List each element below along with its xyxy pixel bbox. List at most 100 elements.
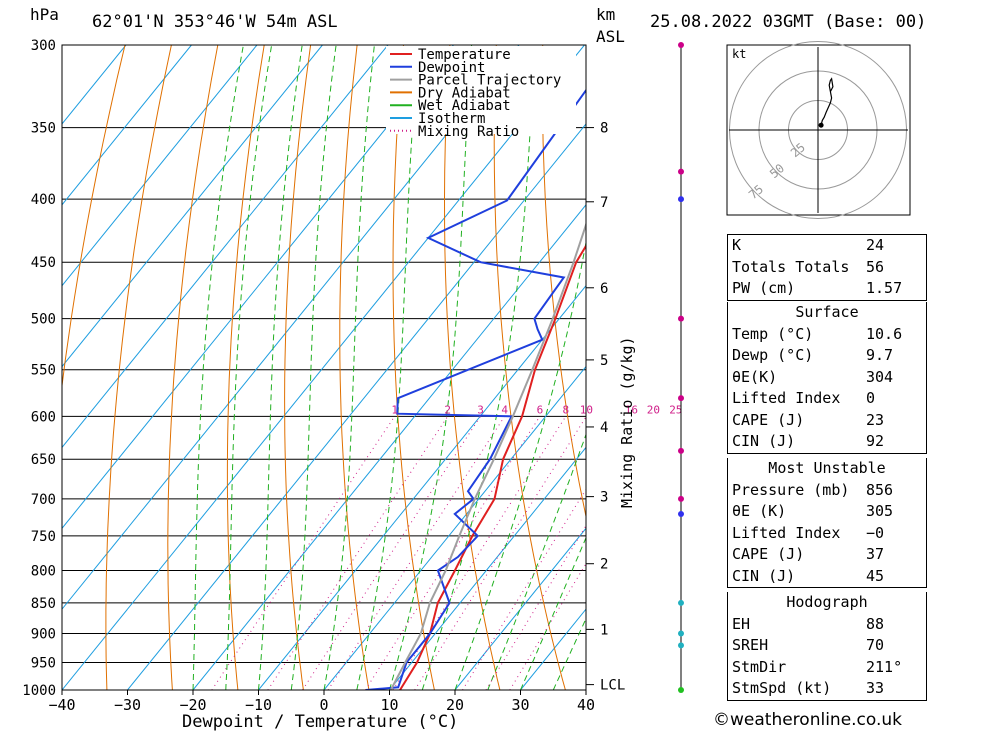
pressure-tick-label: 350 <box>31 121 56 137</box>
dry-adiabat <box>167 45 219 690</box>
x-tick-label: −20 <box>179 696 206 714</box>
mixing-ratio-label: 3 <box>477 403 484 416</box>
x-tick-label: 0 <box>319 696 328 714</box>
isotherm-line <box>389 446 586 690</box>
most-unstable-table: Most Unstable Pressure (mb) 856 θE (K) 305… <box>727 458 927 588</box>
isotherm-line <box>62 45 585 690</box>
dry-adiabat <box>339 45 370 690</box>
mixing-ratio-label: 10 <box>580 403 593 416</box>
isotherm-line <box>62 45 520 610</box>
pressure-tick-label: 1000 <box>22 683 56 699</box>
mixing-ratio-label: 1 <box>391 403 398 416</box>
pressure-tick-label: 600 <box>31 409 56 425</box>
most-unstable-title: Most Unstable <box>768 459 886 477</box>
wind-level-dot <box>678 395 684 402</box>
wind-level-dot <box>678 511 684 518</box>
dry-adiabat <box>226 45 265 690</box>
isotherm-line <box>127 123 586 690</box>
mixing-ratio-line <box>392 416 567 690</box>
hodograph-trace <box>820 77 834 126</box>
km-tick-label: 3 <box>600 490 608 506</box>
table-row: CIN (J) 45 <box>732 566 885 585</box>
copyright[interactable]: ©weatheronline.co.uk <box>713 710 903 730</box>
table-row: CAPE (J) 37 <box>732 545 885 563</box>
table-row: Temp (°C) 10.6 <box>732 324 903 343</box>
table-row: CIN (J) 92 <box>732 432 885 450</box>
mixing-ratio-label: 25 <box>669 403 682 416</box>
wind-level-dot <box>678 599 684 606</box>
wind-level-dot <box>678 196 684 203</box>
x-tick-label: 30 <box>511 696 529 714</box>
pressure-tick-label: 300 <box>31 38 56 54</box>
isotherm-line <box>62 45 192 206</box>
pressure-tick-label: 900 <box>31 627 56 643</box>
wind-level-dot <box>678 687 684 693</box>
mixing-ratio-line <box>462 488 586 690</box>
wind-level-dot <box>678 495 684 502</box>
hpa-unit: hPa <box>30 5 59 24</box>
legend-label: Wet Adiabat <box>418 98 511 114</box>
wet-adiabat <box>454 239 586 690</box>
profile-lines <box>365 88 586 690</box>
series-dewpoint <box>365 88 586 690</box>
legend-label: Temperature <box>418 47 511 63</box>
pressure-tick-label: 400 <box>31 192 56 208</box>
km-unit: km <box>596 5 615 24</box>
axes: 3003504004505005506006507007508008509009… <box>22 38 682 714</box>
wet-adiabat <box>258 45 303 690</box>
wind-level-dot <box>678 315 684 322</box>
wind-level-dot <box>678 42 684 48</box>
dry-adiabat <box>541 45 586 519</box>
hodograph-table: Hodograph EH 88 SREH 70 StmDir 211° StmSpd … <box>727 592 927 701</box>
mixing-ratio-line <box>302 416 481 690</box>
x-tick-label: 40 <box>577 696 595 714</box>
wet-adiabat <box>290 45 337 690</box>
table-row: StmSpd (kt) 33 <box>732 679 885 697</box>
x-tick-label: −30 <box>114 696 141 714</box>
km-tick-label: 4 <box>600 420 608 436</box>
x-tick-label: 20 <box>446 696 464 714</box>
series-parcel-trajectory <box>389 221 586 690</box>
km-tick-label: 6 <box>600 281 608 297</box>
wet-adiabat <box>192 45 244 690</box>
isotherm-line <box>258 284 586 690</box>
x-tick-label: −10 <box>245 696 272 714</box>
background-lines <box>62 45 586 690</box>
table-row: CAPE (J) 23 <box>732 410 885 429</box>
pressure-tick-label: 850 <box>31 596 56 612</box>
table-row: θE(K) 304 <box>732 367 894 386</box>
pressure-tick-label: 750 <box>31 529 56 545</box>
mixing-ratio-label: 6 <box>537 403 544 416</box>
wind-level-dot <box>678 168 684 175</box>
pressure-tick-label: 650 <box>31 452 56 468</box>
wind-level-dot <box>678 630 684 637</box>
wet-adiabat <box>323 45 375 690</box>
km-tick-label: 1 <box>600 622 608 638</box>
wet-adiabat <box>356 45 420 690</box>
km-tick-label: 8 <box>600 121 608 137</box>
mixing-ratio-label: 2 <box>444 403 451 416</box>
y2-axis-label: Mixing Ratio (g/kg) <box>618 336 636 508</box>
isotherm-line <box>62 45 258 287</box>
series-temperature <box>399 243 586 690</box>
row-pw: PW (cm) 1.57 <box>732 279 903 297</box>
mixing-ratio-line <box>509 562 586 690</box>
legend-label: Mixing Ratio <box>418 124 519 140</box>
x-tick-label: 10 <box>380 696 398 714</box>
table-row: Lifted Index 0 <box>732 389 876 407</box>
row-totals: Totals Totals 56 <box>732 257 885 276</box>
pressure-tick-label: 950 <box>31 656 56 672</box>
km-tick-label: 2 <box>600 557 608 573</box>
table-row: θE (K) 305 <box>732 502 894 520</box>
mixing-ratio-line <box>414 416 586 690</box>
hodograph-start <box>818 122 824 128</box>
asl-unit: ASL <box>596 27 625 46</box>
hodograph-title: Hodograph <box>786 593 868 611</box>
indices-table: K 24 Totals Totals 56 PW (cm) 1.57 <box>727 234 927 301</box>
isotherm-line <box>62 45 127 125</box>
legend-label: Dry Adiabat <box>418 85 511 101</box>
row-k: K 24 <box>732 236 885 254</box>
dry-adiabat <box>392 45 435 690</box>
